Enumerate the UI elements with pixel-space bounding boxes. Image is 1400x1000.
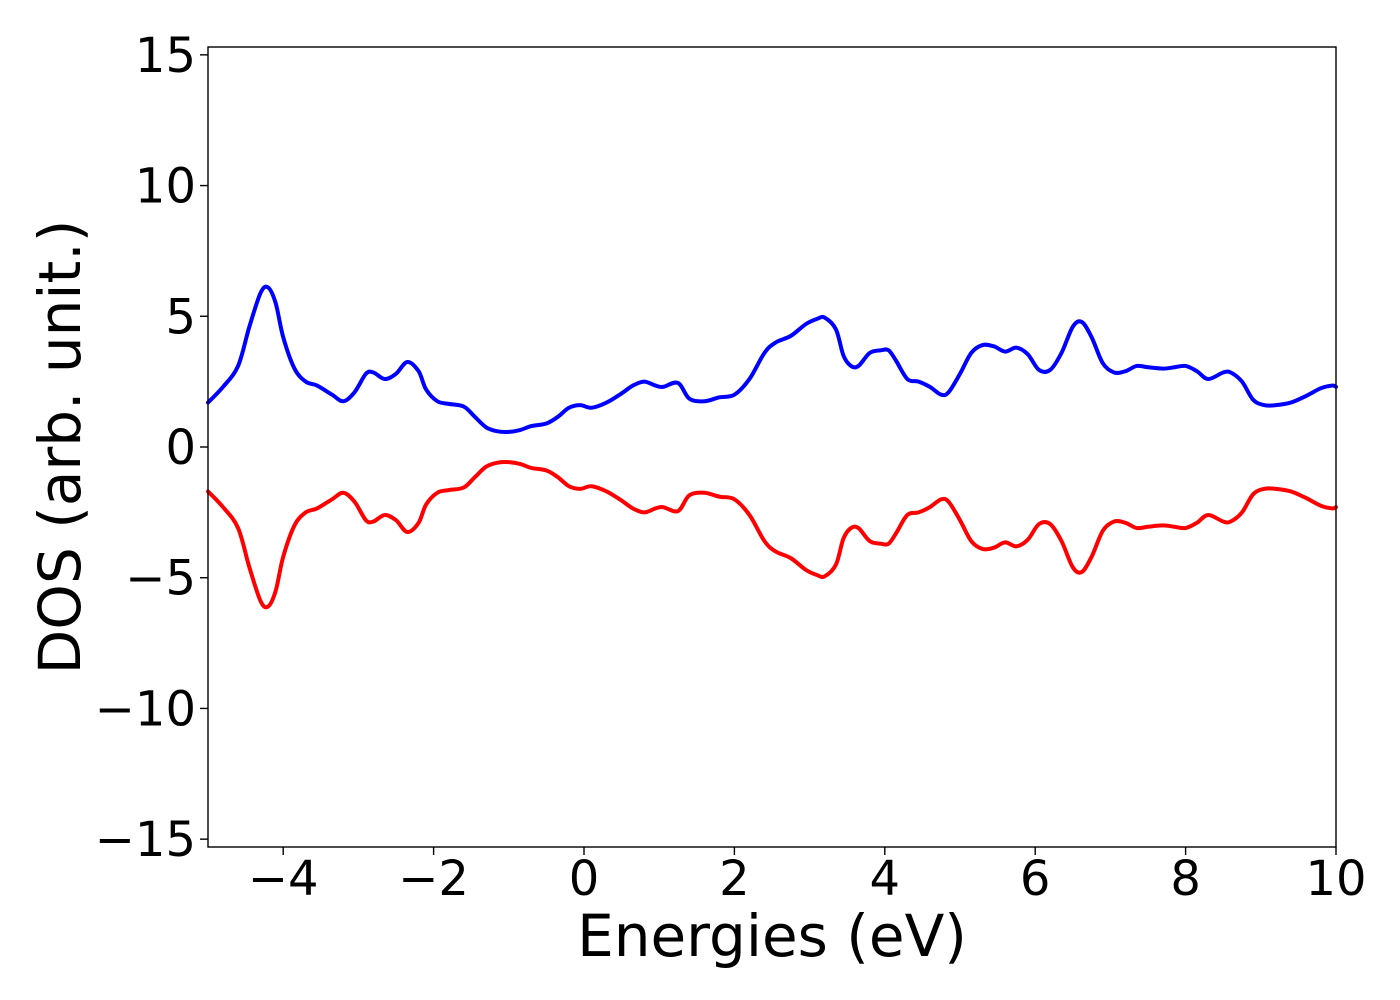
series-line-spin-down	[206, 460, 1338, 610]
y-axis-title: DOS (arb. unit.)	[26, 220, 94, 675]
y-tick-label: −15	[95, 812, 196, 868]
x-tick-label: 6	[1020, 851, 1051, 907]
x-tick-label: 2	[719, 851, 750, 907]
x-tick-label: −2	[398, 851, 469, 907]
x-tick-label: 4	[870, 851, 901, 907]
y-tick-label: 5	[165, 289, 196, 345]
y-tick-label: 15	[135, 28, 196, 84]
series-line-spin-up	[206, 284, 1338, 434]
x-tick-label: 0	[569, 851, 600, 907]
series-layer	[206, 284, 1338, 610]
x-tick-label: 10	[1305, 851, 1366, 907]
y-tick-label: −5	[125, 551, 196, 607]
x-tick-label: 8	[1170, 851, 1201, 907]
x-axis-title: Energies (eV)	[577, 902, 967, 970]
x-tick-label: −4	[248, 851, 319, 907]
plot-background	[208, 47, 1336, 847]
x-axis-ticks: −4 −2 0 2 4 6 8 10	[248, 847, 1367, 907]
y-tick-label: 0	[165, 420, 196, 476]
y-tick-label: −10	[95, 681, 196, 737]
y-axis-ticks: −15 −10 −5 0 5 10 15	[95, 28, 208, 868]
y-tick-label: 10	[135, 159, 196, 215]
